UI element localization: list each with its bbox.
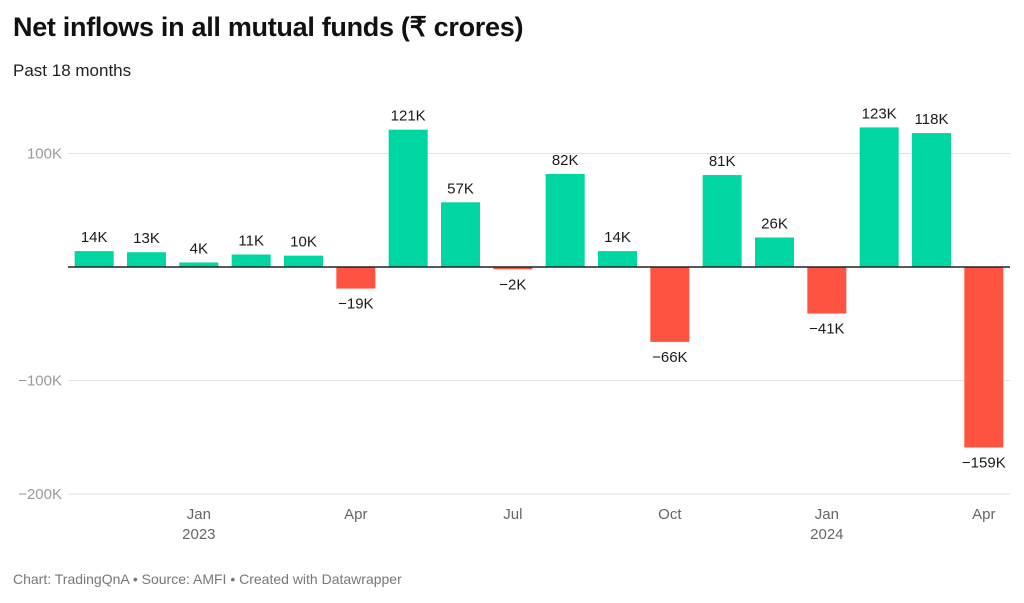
data-label: 13K — [133, 230, 160, 247]
bar — [755, 237, 794, 267]
bar — [231, 254, 271, 267]
data-label: −19K — [338, 296, 373, 313]
chart-subtitle: Past 18 months — [13, 61, 132, 80]
data-label: 82K — [552, 152, 579, 169]
y-tick-label: 100K — [27, 146, 62, 163]
data-label: −66K — [652, 349, 687, 366]
data-label: 57K — [447, 180, 474, 197]
x-tick-label: Jan — [187, 506, 211, 523]
chart-footer: Chart: TradingQnA • Source: AMFI • Creat… — [13, 571, 402, 587]
data-label: 121K — [391, 108, 426, 125]
data-label: 10K — [290, 234, 317, 251]
data-label: 14K — [81, 229, 108, 246]
bar — [127, 252, 166, 267]
data-label: 118K — [915, 111, 949, 128]
bars — [74, 127, 1004, 448]
data-labels: 14K 13K 4K 11K 10K −19K 121K 57K −2K 82K 14K −66K 81… — [81, 105, 1006, 471]
x-tick-year-label: 2023 — [182, 526, 215, 543]
bar — [807, 267, 847, 314]
y-tick-label: −200K — [18, 486, 62, 503]
bar — [284, 255, 323, 267]
bar — [441, 202, 480, 267]
x-tick-label: Jul — [503, 506, 522, 523]
bar — [859, 127, 899, 268]
bar — [493, 267, 533, 270]
bar — [650, 267, 690, 342]
data-label: 11K — [238, 233, 264, 250]
x-axis: Jan 2023 Apr Jul Oct Jan 2024 Apr — [182, 506, 995, 543]
y-axis: 100K −100K −200K — [18, 146, 62, 504]
data-label: 81K — [709, 153, 736, 170]
x-tick-label: Apr — [344, 506, 367, 523]
x-tick-label: Apr — [972, 506, 995, 523]
data-label: 4K — [190, 240, 208, 257]
bar — [964, 267, 1004, 448]
bar-chart: 100K −100K −200K 14K 13K 4K 11K 10K −19K 121K 57K… — [18, 105, 1010, 543]
data-label: 26K — [761, 215, 788, 232]
bar — [179, 262, 219, 267]
y-tick-label: −100K — [18, 373, 62, 390]
bar — [74, 251, 114, 267]
bar — [336, 267, 376, 289]
bar — [545, 173, 585, 267]
data-label: −2K — [499, 276, 526, 293]
chart-title: Net inflows in all mutual funds (₹ crore… — [13, 12, 524, 42]
x-tick-year-label: 2024 — [810, 526, 843, 543]
x-tick-label: Jan — [815, 506, 839, 523]
bar — [912, 133, 951, 267]
data-label: −41K — [809, 321, 844, 338]
data-label: 14K — [604, 229, 631, 246]
data-label: 123K — [862, 105, 897, 122]
bar — [388, 129, 428, 267]
x-tick-label: Oct — [658, 506, 682, 523]
bar — [702, 175, 742, 267]
data-label: −159K — [962, 454, 1006, 471]
gridlines — [68, 153, 1010, 495]
bar — [598, 251, 637, 267]
